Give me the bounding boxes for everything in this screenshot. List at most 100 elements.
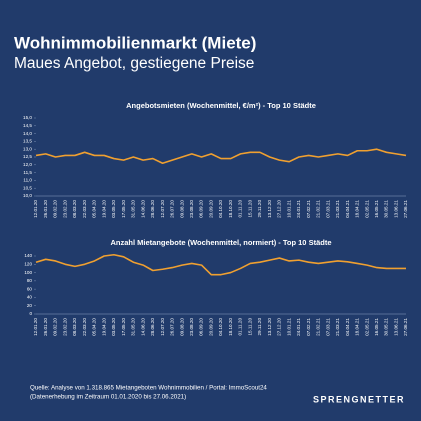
x-tick-label: 27.12.20 xyxy=(277,200,282,218)
x-tick-label: 22.03.20 xyxy=(82,200,87,218)
y-tick-label: 13,5 xyxy=(23,139,32,144)
x-tick-label: 29.11.20 xyxy=(257,200,262,218)
x-tick-label: 12.01.20 xyxy=(33,200,38,218)
x-tick-label: 03.05.20 xyxy=(111,200,116,218)
x-tick-label: 26.07.20 xyxy=(170,200,175,218)
x-tick-label: 24.01.21 xyxy=(296,318,301,336)
x-tick-label: 21.02.21 xyxy=(316,318,321,336)
x-tick-label: 21.03.21 xyxy=(335,200,340,218)
y-tick-label: 40 xyxy=(27,295,33,300)
x-tick-label: 06.09.20 xyxy=(199,318,204,336)
x-tick-label: 10.01.21 xyxy=(286,200,291,218)
y-tick-label: 10,5 xyxy=(23,185,32,190)
x-tick-label: 31.05.20 xyxy=(131,318,136,336)
x-tick-label: 18.04.21 xyxy=(355,318,360,336)
x-tick-label: 09.02.20 xyxy=(53,200,58,218)
logo: SPRENGNETTER xyxy=(313,394,405,404)
x-tick-label: 04.04.21 xyxy=(345,318,350,336)
x-tick-label: 15.11.20 xyxy=(247,318,252,336)
x-tick-label: 17.05.20 xyxy=(121,200,126,218)
y-tick-label: 10,0 xyxy=(23,193,32,198)
x-tick-label: 27.06.21 xyxy=(403,318,408,336)
x-tick-label: 19.04.20 xyxy=(101,318,106,336)
x-tick-label: 23.02.20 xyxy=(62,318,67,336)
x-tick-label: 07.02.21 xyxy=(306,318,311,336)
x-tick-label: 04.10.20 xyxy=(218,318,223,336)
chart-title: Anzahl Mietangebote (Wochenmittel, normi… xyxy=(111,238,332,247)
y-tick-label: 12,0 xyxy=(23,162,32,167)
x-tick-label: 07.03.21 xyxy=(325,318,330,336)
x-tick-label: 01.11.20 xyxy=(238,318,243,336)
y-tick-label: 12,5 xyxy=(23,154,32,159)
chart-title: Angebotsmieten (Wochenmittel, €/m²) - To… xyxy=(126,101,316,110)
x-tick-label: 12.07.20 xyxy=(160,318,165,336)
y-tick-label: 120 xyxy=(24,262,32,267)
x-tick-label: 05.04.20 xyxy=(92,200,97,218)
y-tick-label: 11,5 xyxy=(23,170,32,175)
y-tick-label: 0 xyxy=(29,311,32,316)
x-tick-label: 07.03.21 xyxy=(325,200,330,218)
x-tick-label: 28.06.20 xyxy=(150,200,155,218)
x-tick-label: 14.06.20 xyxy=(140,318,145,336)
source: (Datenerhebung im Zeitraum 01.01.2020 bi… xyxy=(30,394,186,401)
x-tick-label: 09.02.20 xyxy=(53,318,58,336)
y-tick-label: 100 xyxy=(24,270,32,275)
x-tick-label: 20.09.20 xyxy=(208,200,213,218)
x-tick-label: 30.05.21 xyxy=(384,318,389,336)
x-tick-label: 10.01.21 xyxy=(286,318,291,336)
x-tick-label: 21.02.21 xyxy=(316,200,321,218)
x-tick-label: 18.10.20 xyxy=(228,200,233,218)
x-tick-label: 04.04.21 xyxy=(345,200,350,218)
x-tick-label: 13.06.21 xyxy=(393,318,398,336)
x-tick-label: 05.04.20 xyxy=(92,318,97,336)
x-tick-label: 07.02.21 xyxy=(306,200,311,218)
x-tick-label: 12.01.20 xyxy=(33,318,38,336)
line xyxy=(35,253,406,276)
x-tick-label: 24.01.21 xyxy=(296,200,301,218)
x-tick-label: 13.12.20 xyxy=(267,200,272,218)
y-tick-label: 80 xyxy=(27,278,33,283)
x-tick-label: 27.12.20 xyxy=(277,318,282,336)
x-tick-label: 29.11.20 xyxy=(257,318,262,336)
y-tick-label: 20 xyxy=(27,303,33,308)
x-tick-label: 02.05.21 xyxy=(364,200,369,218)
x-tick-label: 02.05.21 xyxy=(364,318,369,336)
x-tick-label: 16.05.21 xyxy=(374,200,379,218)
x-tick-label: 08.03.20 xyxy=(72,200,77,218)
x-tick-label: 04.10.20 xyxy=(218,200,223,218)
y-tick-label: 14,0 xyxy=(23,131,32,136)
x-tick-label: 03.05.20 xyxy=(111,318,116,336)
x-tick-label: 01.11.20 xyxy=(238,200,243,218)
x-tick-label: 15.11.20 xyxy=(247,200,252,218)
x-tick-label: 08.03.20 xyxy=(72,318,77,336)
x-tick-label: 27.06.21 xyxy=(403,200,408,218)
subtitle: Maues Angebot, gestiegene Preise xyxy=(14,55,254,72)
x-tick-label: 23.08.20 xyxy=(189,200,194,218)
x-tick-label: 14.06.20 xyxy=(140,200,145,218)
x-tick-label: 26.01.20 xyxy=(43,318,48,336)
x-tick-label: 22.03.20 xyxy=(82,318,87,336)
title: Wohnimmobilienmarkt (Miete) xyxy=(14,33,256,52)
x-tick-label: 31.05.20 xyxy=(131,200,136,218)
x-tick-label: 13.12.20 xyxy=(267,318,272,336)
x-tick-label: 23.02.20 xyxy=(62,200,67,218)
x-tick-label: 13.06.21 xyxy=(393,200,398,218)
x-tick-label: 20.09.20 xyxy=(208,318,213,336)
x-tick-label: 09.08.20 xyxy=(179,318,184,336)
y-tick-label: 60 xyxy=(27,286,33,291)
x-tick-label: 30.05.21 xyxy=(384,200,389,218)
x-tick-label: 23.08.20 xyxy=(189,318,194,336)
x-tick-label: 06.09.20 xyxy=(199,200,204,218)
x-tick-label: 28.06.20 xyxy=(150,318,155,336)
line xyxy=(35,148,407,165)
x-tick-label: 18.04.21 xyxy=(355,200,360,218)
y-tick-label: 140 xyxy=(24,253,32,258)
x-tick-label: 26.07.20 xyxy=(170,318,175,336)
x-tick-label: 18.10.20 xyxy=(228,318,233,336)
x-tick-label: 12.07.20 xyxy=(160,200,165,218)
x-tick-label: 21.03.21 xyxy=(335,318,340,336)
y-tick-label: 13,0 xyxy=(23,146,32,151)
source: Quelle: Analyse von 1.318.865 Mietangebo… xyxy=(30,385,267,392)
